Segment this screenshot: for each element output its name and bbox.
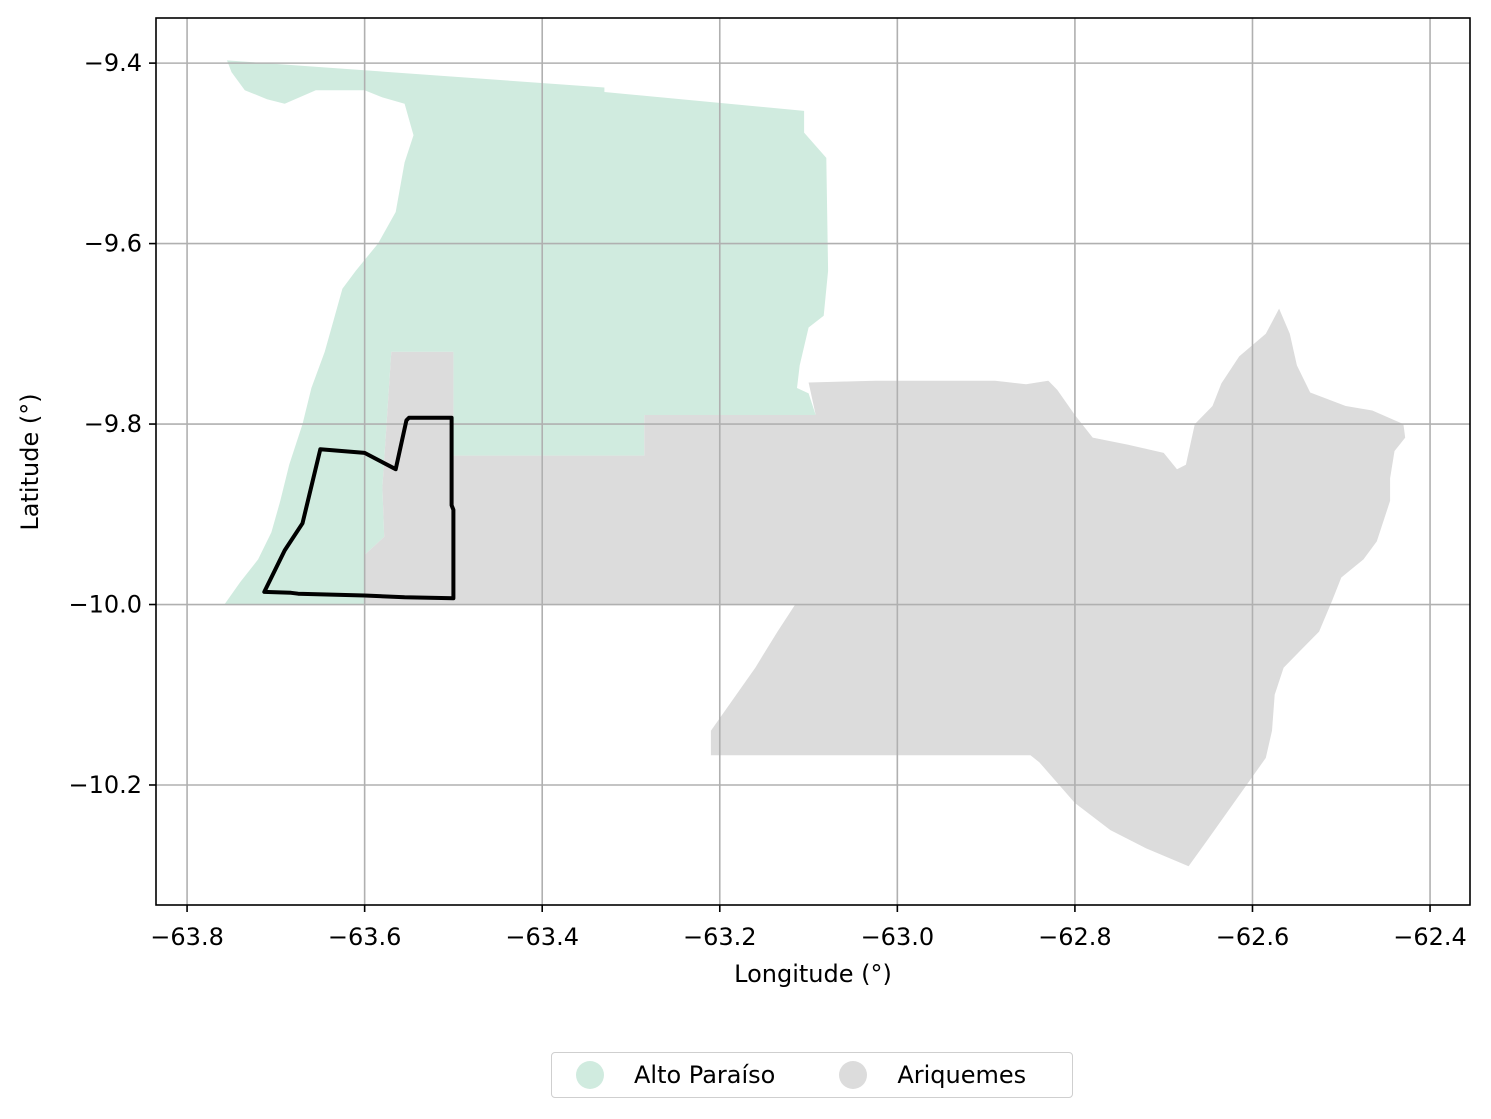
x-axis-ticks: −63.8 −63.6 −63.4 −63.2 −63.0 −62.8 −62.6 −62.4 <box>150 905 1467 951</box>
y-tick-label: −9.8 <box>84 410 142 438</box>
region-alto-paraiso <box>224 60 829 605</box>
y-tick-label: −9.4 <box>84 49 142 77</box>
legend-marker-alto-paraiso <box>576 1061 604 1089</box>
outline-layer <box>262 415 456 601</box>
y-axis-label: Latitude (°) <box>16 393 44 530</box>
x-tick-label: −63.6 <box>328 923 402 951</box>
region-ariquemes <box>364 308 1406 867</box>
grid-layer <box>156 18 1470 905</box>
legend-label-alto-paraiso: Alto Paraíso <box>634 1061 776 1089</box>
legend: Alto Paraíso Ariquemes <box>551 1052 1073 1098</box>
legend-item-ariquemes: Ariquemes <box>839 1061 1026 1089</box>
x-tick-label: −63.0 <box>861 923 935 951</box>
x-tick-label: −62.6 <box>1216 923 1290 951</box>
study-area-outline <box>262 415 456 601</box>
x-axis-label: Longitude (°) <box>734 960 892 988</box>
legend-item-alto-paraiso: Alto Paraíso <box>576 1061 775 1089</box>
y-tick-label: −10.0 <box>68 591 142 619</box>
x-tick-label: −63.4 <box>505 923 579 951</box>
x-tick-label: −62.8 <box>1038 923 1112 951</box>
x-tick-label: −62.4 <box>1393 923 1467 951</box>
y-axis-ticks: −9.4 −9.6 −9.8 −10.0 −10.2 <box>68 49 156 799</box>
regions-layer <box>224 60 1406 867</box>
x-tick-label: −63.2 <box>683 923 757 951</box>
axes-frame <box>155 17 1471 906</box>
x-tick-label: −63.8 <box>150 923 224 951</box>
y-tick-label: −9.6 <box>84 230 142 258</box>
legend-marker-ariquemes <box>839 1061 868 1089</box>
legend-label-ariquemes: Ariquemes <box>897 1061 1027 1089</box>
y-tick-label: −10.2 <box>68 771 142 799</box>
